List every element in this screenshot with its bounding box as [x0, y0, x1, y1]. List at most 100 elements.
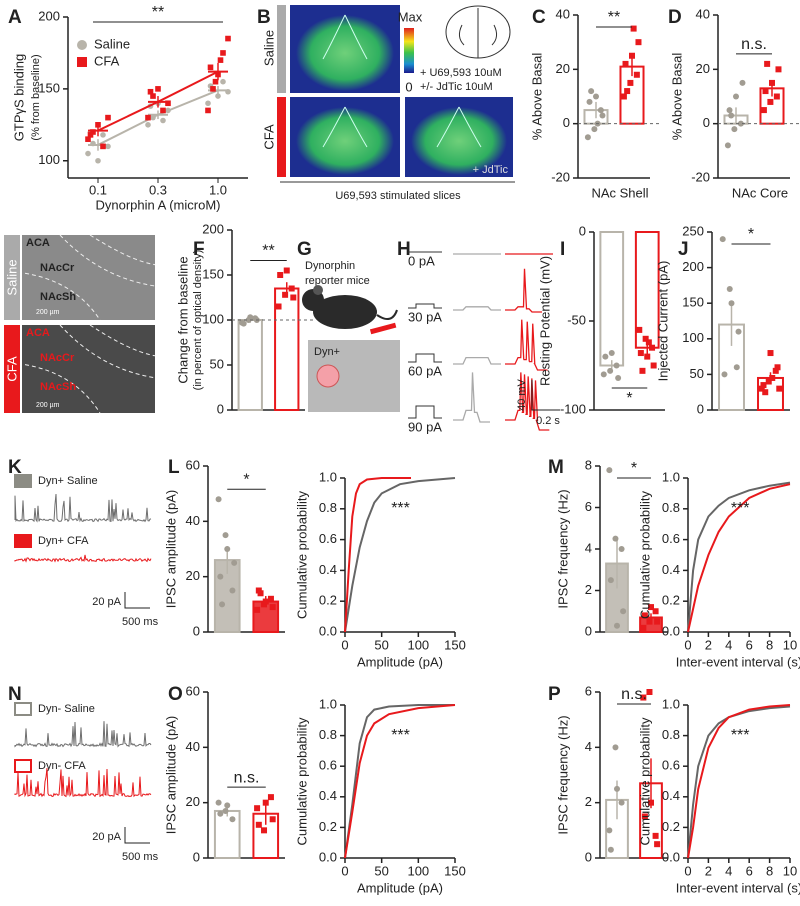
data-point [261, 827, 268, 834]
y-tick-label: 0 [703, 115, 710, 130]
row-label: CFA [261, 124, 276, 150]
data-point [262, 799, 269, 806]
data-point [775, 66, 782, 73]
bar [213, 809, 241, 860]
data-point [602, 353, 609, 360]
data-point [215, 799, 222, 806]
y-tick-label: 40 [556, 6, 570, 21]
panel-label: M [548, 457, 564, 478]
data-point [210, 86, 216, 92]
y-tick-label: 0 [193, 849, 200, 864]
data-point [77, 57, 87, 67]
data-point [648, 799, 654, 806]
data-point [630, 25, 637, 32]
legend-swatch [14, 702, 32, 716]
y-tick-label: 200 [38, 8, 60, 23]
panel-label: A [8, 7, 22, 28]
data-point [607, 846, 614, 853]
legend-label: Dyn- Saline [38, 703, 95, 715]
voltage-trace [505, 372, 550, 431]
brain-outline [458, 8, 498, 58]
y-tick-label: 1.0 [662, 696, 680, 711]
data-point [95, 157, 101, 164]
scale-label: 200 µm [36, 309, 60, 316]
bar [237, 319, 263, 411]
data-point [719, 236, 726, 243]
image-label: + JdTic [473, 164, 509, 176]
data-point [613, 362, 620, 369]
scale-label: 20 pA [92, 831, 121, 843]
y-tick-label: 0.8 [319, 500, 337, 515]
y-tick-label: 4 [585, 540, 592, 555]
data-point [642, 335, 649, 342]
legend-label: Dyn+ Saline [38, 475, 98, 487]
data-point [599, 112, 606, 119]
data-point [254, 805, 261, 812]
y-tick-label: 0 [585, 623, 592, 638]
cumulative-line [344, 704, 455, 859]
data-point [254, 606, 261, 613]
panel-label: O [168, 684, 183, 705]
y-axis-label: Cumulative probability [637, 717, 652, 845]
data-point [629, 52, 635, 59]
x-tick-label: 0 [341, 637, 348, 652]
mouse-ear [313, 285, 323, 295]
data-point [85, 136, 91, 142]
y-tick-label: 0.2 [662, 593, 680, 608]
y-tick-label: 0.4 [662, 562, 680, 577]
data-point [733, 364, 740, 371]
y-tick-label: 20 [696, 61, 710, 76]
data-point [721, 371, 728, 378]
y-tick-label: 250 [682, 223, 704, 238]
data-point [269, 816, 276, 823]
data-point [150, 93, 156, 99]
mouse-body [313, 295, 377, 329]
data-point [207, 64, 214, 71]
scale-label: 200 µm [36, 402, 60, 409]
data-point [758, 385, 765, 392]
panel-label: F [193, 239, 205, 260]
cumulative-line [687, 705, 791, 859]
data-point [726, 285, 733, 292]
data-point [608, 350, 615, 357]
step-label: 90 pA [408, 419, 442, 434]
data-point [652, 832, 659, 839]
data-point [776, 385, 783, 392]
y-tick-label: -20 [551, 169, 570, 184]
slice-tissue [296, 107, 394, 175]
x-tick-label: 4 [725, 637, 732, 652]
y-axis-label: IPSC amplitude (pA) [163, 490, 178, 609]
data-point [219, 601, 226, 608]
title-line: reporter mice [305, 275, 370, 287]
data-point [618, 546, 625, 552]
panel-label: N [8, 684, 22, 705]
data-point [145, 122, 151, 128]
data-point [275, 303, 282, 310]
panel-label: H [397, 239, 411, 260]
slice-outline [322, 14, 368, 60]
legend-label: CFA [94, 53, 120, 68]
y-tick-label: 100 [38, 152, 60, 167]
y-tick-label: 40 [186, 739, 200, 754]
title-line: Dynorphin [305, 260, 355, 272]
scale-label: Max [398, 9, 423, 24]
data-point [165, 100, 171, 107]
panel-label: I [560, 239, 565, 260]
region-outline [24, 234, 156, 321]
data-point [240, 320, 247, 327]
y-axis-label: Change from baseline [175, 256, 190, 383]
data-point [646, 689, 653, 695]
y-tick-label: 0 [579, 223, 586, 238]
data-point [225, 35, 231, 42]
y-tick-label: 0 [697, 401, 704, 416]
legend-swatch [14, 759, 32, 773]
data-point [622, 60, 629, 67]
data-point [217, 57, 224, 63]
y-tick-label: 60 [186, 457, 200, 472]
scale-label: 40 mV [516, 378, 528, 410]
data-point [728, 300, 735, 307]
data-point [231, 559, 238, 566]
x-axis-label: Inter-event interval (s) [676, 654, 800, 669]
scale-bar [124, 592, 150, 609]
significance: n.s. [621, 686, 647, 703]
